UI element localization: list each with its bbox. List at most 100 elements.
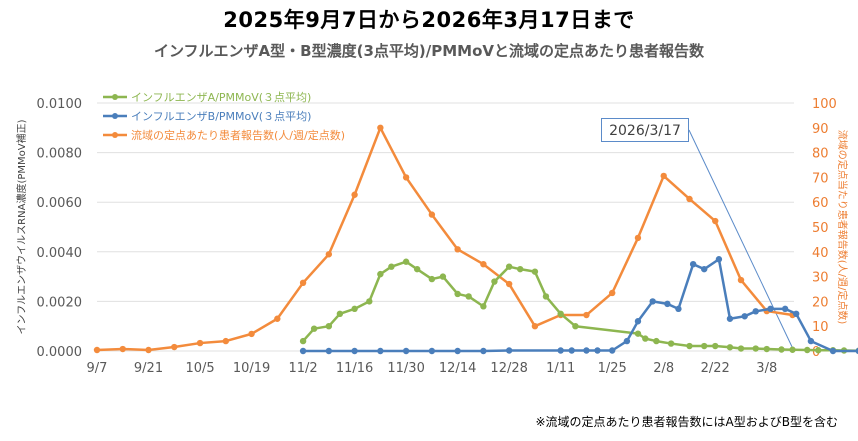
legend-marker [112,113,118,119]
data-point [829,347,837,355]
legend-marker [112,132,118,138]
chart-title: 2025年9月7日から2026年3月17日まで [223,8,635,32]
data-point [454,246,461,253]
data-point [653,337,660,345]
y-tick-label: 0.0060 [37,196,83,211]
data-point [664,300,671,308]
data-point [480,347,487,355]
data-point [377,270,384,278]
data-point [325,347,333,355]
x-tick-label: 9/7 [87,361,108,376]
data-point [793,310,800,317]
data-point [299,347,307,355]
data-point [377,124,384,131]
y-right-tick-label: 20 [812,295,829,310]
y-right-tick-label: 90 [812,122,829,137]
legend-label: 流域の定点あたり患者報告数(人/週/定点数) [131,128,345,142]
data-point [439,273,447,280]
legend-label: インフルエンザA/PMMoV(３点平均) [131,91,311,104]
data-point [815,347,822,354]
x-tick-label: 11/2 [288,361,317,376]
y-right-tick-label: 40 [812,246,829,261]
data-point [789,346,796,353]
data-point [428,211,436,218]
data-point [222,337,229,345]
x-tick-label: 11/30 [387,361,424,376]
data-point [649,298,656,305]
data-point [196,339,204,347]
y-tick-label: 0.0020 [37,295,83,310]
data-point [299,337,307,345]
data-point [634,330,642,337]
data-point [752,345,759,352]
data-point [531,268,539,275]
data-point [726,344,734,351]
data-point [778,346,785,353]
x-axis-ticks: 9/7 9/21 10/5 10/19 11/2 11/16 11/30 12/14 12/28… [87,361,778,376]
data-point [517,265,524,273]
data-point [763,345,770,353]
callout-leader-line [688,129,795,352]
data-point [274,315,281,322]
data-point [583,347,590,354]
data-point [686,195,693,203]
x-tick-label: 10/5 [185,361,214,376]
data-point [712,217,719,225]
data-point [568,347,575,354]
x-tick-label: 11/16 [336,361,373,376]
data-point [557,347,564,354]
data-point [737,276,745,284]
data-point [660,172,667,180]
data-point [145,346,152,354]
data-point [93,346,101,354]
y-axis-left-title: インフルエンザウイルスRNA濃度(PMMoV補正) [15,119,28,334]
y-axis-right-title: 流域の定点当たり患者報告数(人/週/定点数) [836,130,849,325]
data-point [634,318,642,325]
y-axis-left-ticks: 0.0000 0.0020 0.0040 0.0060 0.0080 0.0100 [37,97,83,360]
data-point [572,323,579,330]
x-tick-label: 3/8 [756,361,777,376]
y-right-tick-label: 100 [812,97,837,112]
y-right-tick-label: 50 [812,221,829,236]
y-right-tick-label: 80 [812,147,829,162]
data-point [428,275,436,283]
data-point [377,347,384,355]
series-line [299,258,858,354]
data-point [505,263,513,270]
data-point [855,347,858,355]
data-point [781,305,789,313]
data-point [686,342,693,350]
data-point [480,261,487,268]
data-point [807,337,815,345]
chart-subtitle: インフルエンザA型・B型濃度(3点平均)/PMMoVと流域の定点あたり患者報告数 [154,42,704,60]
y-right-tick-label: 60 [812,196,829,211]
data-point [402,347,410,355]
data-point [557,310,564,317]
x-tick-label: 12/14 [439,361,476,376]
data-point [491,278,498,285]
series-line [299,256,858,355]
data-point [388,263,395,270]
data-point [351,191,358,198]
data-point [752,308,759,315]
y-tick-label: 0.0000 [37,345,83,360]
data-point [531,323,539,330]
x-tick-label: 2/8 [653,361,674,376]
data-point [454,290,461,298]
x-tick-label: 9/21 [134,361,163,376]
data-point [609,347,616,354]
data-point [583,311,590,319]
y-tick-label: 0.0080 [37,147,83,162]
data-point [351,305,358,313]
legend-label: インフルエンザB/PMMoV(３点平均) [131,110,311,123]
data-point [171,343,178,351]
data-point [542,293,550,300]
data-point [325,251,333,258]
data-point [804,346,811,354]
data-point [366,298,373,305]
data-point [248,330,255,338]
series-line [93,124,796,354]
data-point [689,261,697,268]
